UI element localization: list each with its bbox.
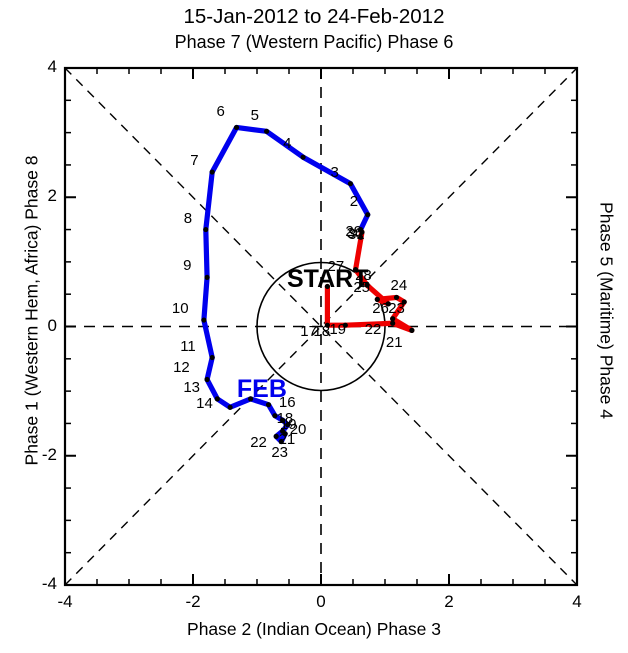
data-point-marker — [347, 181, 354, 187]
y-tick-label: 4 — [47, 57, 57, 76]
day-label: 2 — [349, 192, 359, 210]
y-tick-label: 0 — [47, 315, 57, 335]
title-block: 15-Jan-2012 to 24-Feb-2012 Phase 7 (West… — [0, 0, 628, 54]
day-label: 16 — [278, 393, 296, 411]
day-label: 21 — [278, 431, 296, 449]
day-label: 23 — [271, 443, 288, 461]
data-point-marker — [204, 274, 210, 280]
x-tick-label: 2 — [444, 592, 454, 611]
day-label: 11 — [180, 337, 196, 355]
x-tick-label: -2 — [185, 592, 201, 611]
day-label: 25 — [353, 279, 370, 297]
day-label: 28 — [355, 267, 372, 285]
y-tick-label: -4 — [41, 574, 57, 593]
x-tick-label: 4 — [572, 592, 582, 611]
y-tick-label: 2 — [47, 186, 57, 206]
data-point-marker — [227, 404, 233, 410]
day-label: 4 — [283, 135, 292, 153]
day-label: 19 — [329, 321, 346, 339]
day-label: 6 — [216, 103, 225, 121]
day-label: 27 — [327, 257, 345, 275]
day-label: 24 — [390, 277, 408, 295]
day-label: 8 — [183, 209, 193, 227]
y-axis-label-right: Phase 5 (Maritime) Phase 4 — [596, 202, 617, 419]
data-point-marker — [264, 128, 270, 134]
day-label: 18 — [276, 410, 294, 428]
data-point-marker — [209, 169, 215, 175]
day-label: 29 — [345, 223, 363, 241]
day-label: 7 — [190, 152, 199, 170]
x-tick-label: -4 — [57, 592, 73, 611]
day-label: 12 — [173, 359, 190, 377]
day-label: 19 — [279, 416, 297, 434]
day-label: 5 — [250, 107, 259, 125]
day-label: 26 — [372, 299, 389, 317]
data-point-marker — [365, 212, 371, 218]
day-label: 13 — [183, 378, 200, 396]
data-point-marker — [209, 354, 215, 361]
x-axis-label-bottom: Phase 2 (Indian Ocean) Phase 3 — [187, 619, 441, 639]
chart-title: 15-Jan-2012 to 24-Feb-2012 — [183, 5, 445, 28]
chart-subtitle-phase7-6: Phase 7 (Western Pacific) Phase 6 — [174, 32, 454, 52]
day-label: 22 — [364, 320, 382, 338]
day-label: 22 — [250, 434, 267, 452]
start-annotation: START — [287, 264, 369, 293]
data-point-marker — [201, 317, 207, 323]
day-label: 18 — [313, 323, 331, 341]
day-label: 31 — [347, 226, 365, 244]
data-point-marker — [300, 154, 306, 160]
day-label: 9 — [183, 257, 192, 275]
day-label: 30 — [346, 224, 364, 242]
data-point-marker — [214, 396, 220, 402]
data-point-marker — [390, 320, 396, 326]
day-label: 10 — [171, 300, 189, 318]
data-point-marker — [204, 376, 210, 383]
day-label: 3 — [330, 163, 339, 181]
day-label: 14 — [196, 395, 213, 413]
data-point-marker — [233, 124, 240, 131]
y-tick-label: -2 — [41, 444, 57, 464]
day-label: 20 — [289, 420, 307, 438]
x-tick-label: 0 — [316, 592, 326, 611]
day-label: 17 — [300, 323, 317, 341]
day-label: 23 — [388, 299, 405, 317]
feb-annotation: FEB — [236, 375, 287, 404]
data-point-marker — [409, 327, 415, 333]
data-point-marker — [203, 226, 209, 233]
day-label: 21 — [385, 334, 403, 352]
